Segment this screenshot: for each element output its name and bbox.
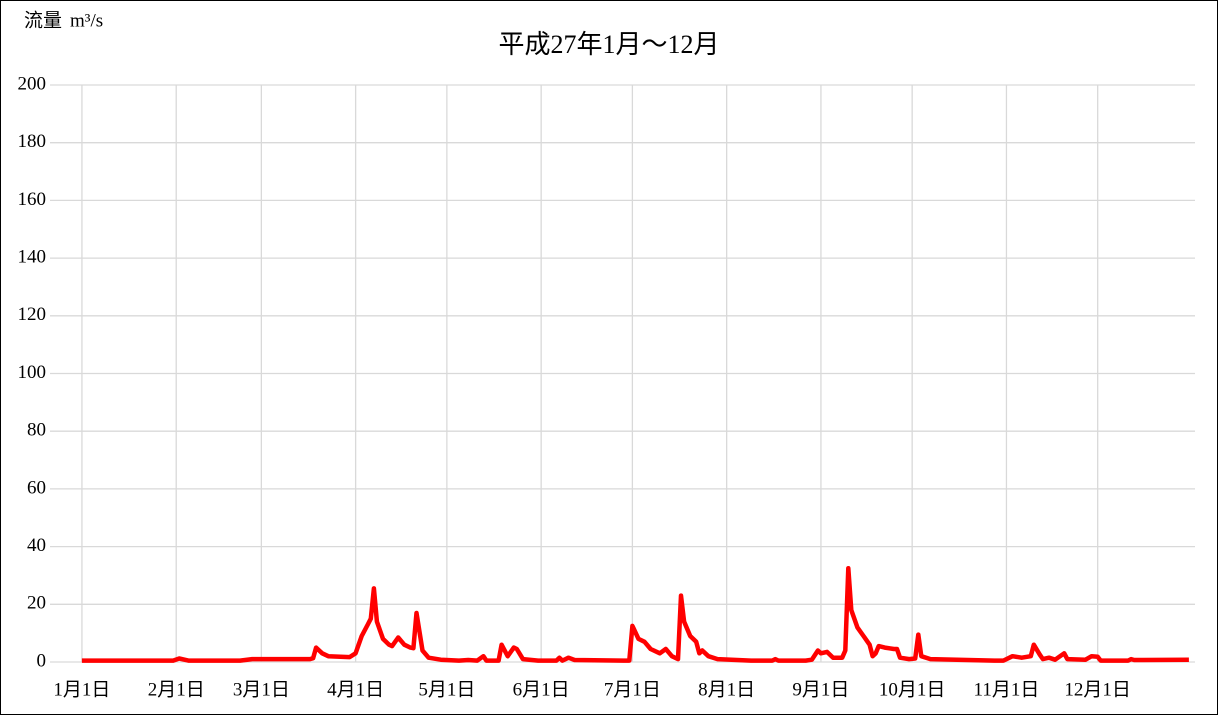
x-tick-label: 7月1日	[604, 679, 661, 700]
data-line	[81, 565, 1189, 663]
y-axis-unit: m³/s	[70, 10, 103, 31]
x-tick-label: 11月1日	[974, 679, 1040, 700]
chart-title: 平成27年1月～12月	[498, 30, 719, 59]
x-tick-label: 8月1日	[698, 679, 755, 700]
x-tick-label: 10月1日	[879, 679, 946, 700]
x-tick-label: 12月1日	[1064, 679, 1131, 700]
x-tick-label: 2月1日	[148, 679, 205, 700]
y-tick-label: 60	[27, 477, 46, 498]
y-tick-label: 80	[27, 420, 46, 441]
y-tick-label: 160	[18, 189, 47, 210]
y-tick-label: 200	[18, 73, 47, 94]
x-tick-label: 4月1日	[327, 679, 384, 700]
x-tick-label: 6月1日	[513, 679, 570, 700]
y-tick-label: 20	[27, 593, 46, 614]
y-axis-label: 流量	[24, 9, 62, 31]
x-tick-label: 3月1日	[233, 679, 290, 700]
y-tick-label: 140	[18, 246, 47, 267]
y-tick-label: 0	[37, 650, 47, 671]
x-tick-label: 9月1日	[792, 679, 849, 700]
x-tick-label: 1月1日	[53, 679, 110, 700]
y-tick-label: 100	[18, 362, 47, 383]
y-tick-label: 120	[18, 304, 47, 325]
x-tick-label: 5月1日	[418, 679, 475, 700]
y-tick-label: 180	[18, 131, 47, 152]
y-tick-label: 40	[27, 535, 46, 556]
